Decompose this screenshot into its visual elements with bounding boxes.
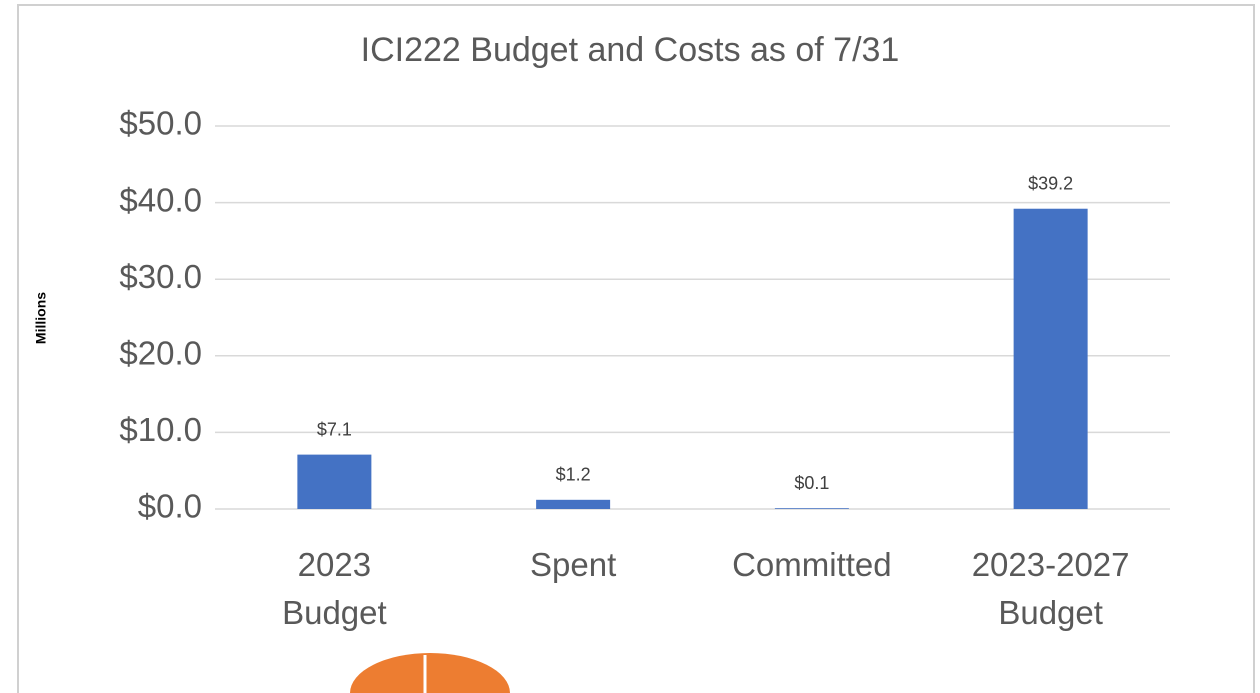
- y-tick-label: $20.0: [119, 335, 202, 372]
- y-tick-label: $40.0: [119, 181, 202, 218]
- value-label: $1.2: [556, 465, 591, 485]
- decoration: [350, 653, 510, 693]
- value-label: $0.1: [794, 473, 829, 493]
- chart-title: ICI222 Budget and Costs as of 7/31: [361, 31, 900, 69]
- value-label: $39.2: [1028, 173, 1073, 193]
- value-label: $7.1: [317, 419, 352, 439]
- y-tick-label: $0.0: [138, 488, 202, 525]
- bar: [297, 454, 372, 509]
- y-tick-label: $50.0: [119, 105, 202, 142]
- y-tick-label: $10.0: [119, 411, 202, 448]
- x-tick-label: Committed: [732, 546, 892, 583]
- x-tick-label: Spent: [530, 546, 616, 583]
- bar: [536, 499, 611, 509]
- bar: [774, 508, 849, 509]
- x-tick-label: 2023-2027 Budget: [972, 546, 1130, 631]
- bar: [1013, 208, 1088, 509]
- y-tick-label: $30.0: [119, 258, 202, 295]
- x-tick-label: 2023 Budget: [282, 546, 387, 631]
- y-axis-label: Millions: [33, 292, 49, 344]
